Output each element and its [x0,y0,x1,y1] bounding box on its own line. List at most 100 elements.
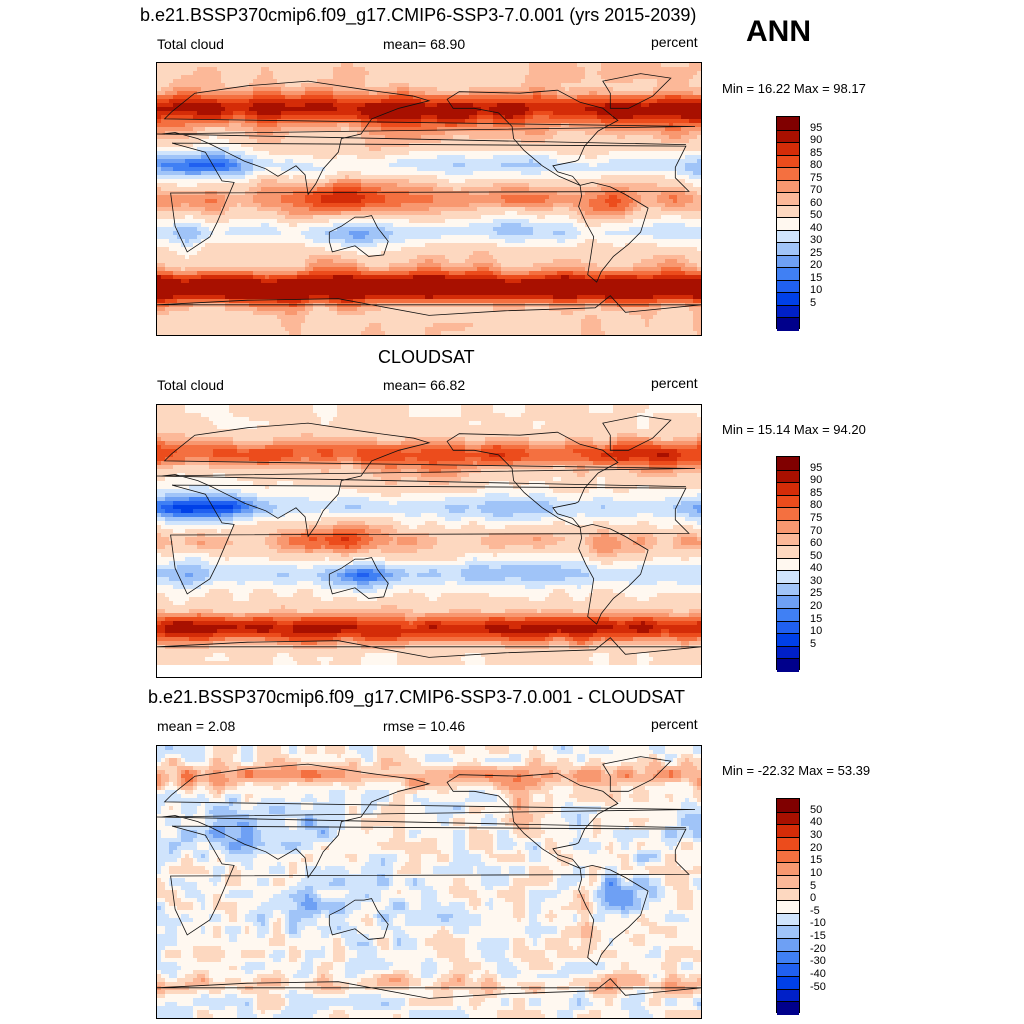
coastline [328,898,389,940]
colorbar-tick-label: 75 [810,172,822,184]
coastline [446,772,619,869]
colorbar-tick-label: 70 [810,525,822,537]
colorbar-box [777,925,799,940]
colorbar-tick-label: 15 [810,855,822,866]
colorbar-box [777,874,799,889]
colorbar-box [777,142,799,156]
colorbar-box [777,645,799,660]
panel2-map [156,404,702,678]
panel2-variable-label: Total cloud [157,378,224,392]
colorbar-box [777,557,799,572]
colorbar-box [777,595,799,610]
colorbar-box [777,570,799,584]
colorbar-tick-label: 40 [810,222,822,234]
colorbar-box [777,862,799,876]
coastline [446,431,619,528]
colorbar-box [777,494,799,509]
colorbar-tick-label: 20 [810,601,822,612]
coastline [578,864,649,966]
coastline [170,484,690,595]
coastline [157,295,701,316]
colorbar-box [777,192,799,206]
colorbar-box [777,469,799,484]
contour-field [157,405,701,677]
colorbar-tick-label: 40 [810,563,822,574]
coastline [578,181,649,283]
colorbar-box [777,900,799,914]
coastline [157,422,696,538]
colorbar-tick-label: 25 [810,247,822,259]
colorbar-box [777,217,799,231]
coastline [157,763,696,879]
colorbar-tick-label: 5 [810,297,816,309]
colorbar-box [777,799,799,812]
colorbar-tick-label: 20 [810,842,822,854]
colorbar-tick-label: 10 [810,867,822,879]
colorbar-box [777,317,799,331]
colorbar-tick-label: 10 [810,285,822,296]
colorbar-box [777,849,799,864]
colorbar-box [777,912,799,927]
colorbar-tick-label: 95 [810,462,822,474]
colorbar-box [777,267,799,281]
colorbar-box [777,292,799,306]
panel3-colorbar: 50 40 30 20 15 10 5 0 -5 -10 -15 -20 -30 -40 -50 [776,798,856,1015]
colorbar-box [777,824,799,838]
colorbar-tick-label: 0 [810,893,816,904]
colorbar-tick-label: 80 [810,500,822,511]
colorbar-box [777,457,799,470]
coastline [328,215,389,257]
panel3-mean-label: mean = 2.08 [157,719,235,733]
panel1-variable-label: Total cloud [157,37,224,51]
colorbar-tick-label: 10 [810,626,822,637]
colorbar-tick-label: 20 [810,260,822,271]
coastline [602,756,672,792]
colorbar-tick-label: 90 [810,475,822,486]
panel1-mean-label: mean= 68.90 [383,37,465,51]
colorbar-tick-label: 50 [810,550,822,562]
colorbar-tick-label: 95 [810,122,822,134]
colorbar-tick-label: 85 [810,147,822,159]
coastline [157,978,701,999]
colorbar-tick-label: 5 [810,638,816,650]
colorbar-box [777,976,799,990]
colorbar-box [777,608,799,622]
colorbar-box [777,229,799,244]
coastline [328,557,389,599]
coastline [578,523,649,625]
colorbar-tick-label: 60 [810,538,822,549]
colorbar-box [777,254,799,269]
colorbar-box [777,279,799,294]
colorbar-box [777,304,799,319]
coastline [602,73,672,109]
colorbar-box [777,482,799,496]
colorbar-box [777,204,799,219]
panel3-rmse-label: rmse = 10.46 [383,719,465,733]
panel1-title: b.e21.BSSP370cmip6.f09_g17.CMIP6-SSP3-7.… [140,6,696,24]
colorbar-tick-label: 85 [810,487,822,499]
panel2-minmax: Min = 15.14 Max = 94.20 [722,423,866,436]
panel2-mean-label: mean= 66.82 [383,378,465,392]
colorbar-tick-label: -50 [810,981,826,993]
colorbar-box [777,1001,799,1015]
coastline [157,637,701,658]
panel1-minmax: Min = 16.22 Max = 98.17 [722,82,866,95]
panel3-map [156,745,702,1019]
colorbar-box [777,938,799,952]
colorbar-tick-label: 15 [810,613,822,625]
panel1-map [156,62,702,336]
colorbar-tick-label: 80 [810,160,822,171]
colorbar-tick-label: -10 [810,918,826,929]
colorbar-tick-label: -30 [810,956,826,967]
colorbar-tick-label: -15 [810,931,826,942]
colorbar-tick-label: 90 [810,135,822,146]
colorbar-tick-label: -40 [810,969,826,980]
colorbar-box [777,633,799,647]
colorbar-box [777,117,799,130]
coastline [157,80,696,196]
colorbar-box [777,963,799,978]
coastline [446,89,619,186]
colorbar-tick-label: 30 [810,235,822,246]
panel2-title: CLOUDSAT [378,348,475,366]
colorbar-box [777,167,799,181]
